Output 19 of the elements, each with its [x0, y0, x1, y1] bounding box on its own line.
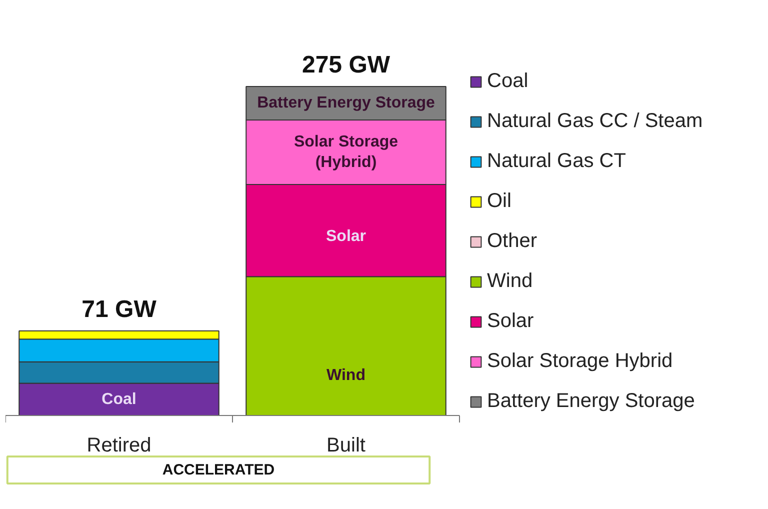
annotation: Solar Storage (Hybrid): [294, 134, 398, 171]
text: ACCELERATED: [12, 462, 425, 478]
legend-label: Other: [487, 230, 538, 253]
legend-label: Solar Storage Hybrid: [487, 350, 673, 373]
annotation: Coal: [102, 390, 136, 408]
legend-label: Battery Energy Storage: [487, 390, 695, 413]
legend-label: Natural Gas CT: [487, 150, 626, 173]
legend-label: Coal: [487, 70, 528, 93]
legend-label: Wind: [487, 270, 533, 293]
annotation: Solar: [326, 228, 366, 246]
annotation: Battery Energy Storage: [257, 94, 436, 112]
annotation: Wind: [326, 367, 366, 384]
annotation: 71 GW: [82, 296, 157, 323]
legend-label: Solar: [487, 310, 534, 333]
legend-label: Natural Gas CC / Steam: [487, 110, 703, 133]
annotation: 275 GW: [302, 51, 390, 78]
x-tick-label: Retired: [86, 434, 152, 456]
x-tick-label: Built: [326, 434, 366, 456]
legend-label: Oil: [487, 190, 512, 213]
